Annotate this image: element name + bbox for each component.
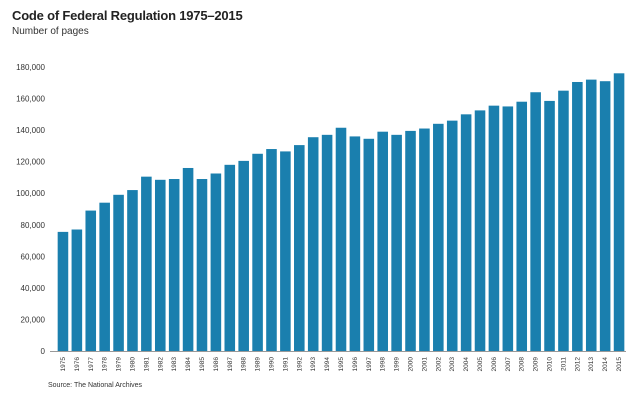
bar <box>99 202 110 351</box>
x-tick-label: 2015 <box>616 357 623 372</box>
x-tick-label: 1984 <box>185 357 192 372</box>
bar <box>196 179 208 351</box>
x-tick-label: 1991 <box>282 357 289 372</box>
x-tick-label: 1997 <box>366 357 373 372</box>
x-tick-label: 2010 <box>547 357 554 372</box>
bar <box>210 173 222 351</box>
x-tick-label: 2014 <box>602 357 609 372</box>
y-tick-label: 160,000 <box>16 95 45 104</box>
bar <box>238 160 249 351</box>
x-tick-label: 2003 <box>449 357 456 372</box>
x-tick-label: 1975 <box>60 357 67 372</box>
x-tick-label: 1986 <box>213 357 220 372</box>
bar <box>405 130 416 351</box>
y-tick-label: 0 <box>41 347 46 356</box>
x-axis: 1975 1976 1977 1978 1979 1980 1981 1982 1983 1984… <box>60 357 623 372</box>
bar <box>321 134 333 351</box>
x-tick-label: 1988 <box>241 357 248 372</box>
bar <box>266 149 277 351</box>
x-tick-label: 1999 <box>394 357 401 372</box>
bar <box>446 120 458 351</box>
bar <box>294 145 305 351</box>
bar <box>280 151 291 351</box>
x-tick-label: 2002 <box>435 357 442 372</box>
x-tick-label: 1980 <box>129 357 136 372</box>
y-tick-label: 80,000 <box>21 221 46 230</box>
bar <box>613 73 625 351</box>
bar <box>85 210 97 351</box>
x-tick-label: 1976 <box>74 357 81 372</box>
chart-subtitle: Number of pages <box>12 26 89 37</box>
y-tick-label: 120,000 <box>16 158 45 167</box>
x-tick-label: 2006 <box>491 357 498 372</box>
bar <box>127 190 138 351</box>
source-note: Source: The National Archives <box>48 382 143 389</box>
bar <box>154 179 166 351</box>
x-tick-label: 1995 <box>338 357 345 372</box>
x-tick-label: 1981 <box>143 357 150 372</box>
bar <box>460 114 472 351</box>
x-tick-label: 2008 <box>519 357 526 372</box>
bar <box>502 106 514 351</box>
bar <box>182 167 194 351</box>
bar <box>349 136 361 351</box>
x-tick-label: 2012 <box>574 357 581 372</box>
x-tick-label: 2007 <box>505 357 512 372</box>
bar <box>419 128 430 351</box>
bar <box>474 110 486 351</box>
x-tick-label: 1998 <box>380 357 387 372</box>
bar <box>530 92 541 352</box>
y-tick-label: 100,000 <box>16 189 45 198</box>
x-tick-label: 1990 <box>268 357 275 372</box>
y-tick-label: 180,000 <box>16 63 45 72</box>
y-tick-label: 140,000 <box>16 126 45 135</box>
y-tick-label: 20,000 <box>21 315 46 324</box>
bar <box>433 123 444 351</box>
bar <box>585 79 597 352</box>
bar <box>252 153 263 351</box>
x-tick-label: 2009 <box>533 357 540 372</box>
bar <box>307 137 319 351</box>
bar <box>599 81 611 351</box>
bar <box>57 231 69 351</box>
x-tick-label: 1987 <box>227 357 234 372</box>
y-axis: 0 20,000 40,000 60,000 80,000 100,000 120,000 1… <box>16 63 626 356</box>
bar <box>488 105 500 351</box>
x-tick-label: 1985 <box>199 357 206 372</box>
x-tick-label: 1979 <box>116 357 123 372</box>
x-tick-label: 2013 <box>588 357 595 372</box>
x-tick-label: 1982 <box>157 357 164 372</box>
bar <box>377 131 388 351</box>
x-tick-label: 1992 <box>296 357 303 372</box>
bar <box>113 194 124 351</box>
x-tick-label: 1977 <box>88 357 95 372</box>
bars <box>57 73 625 352</box>
bar <box>391 134 402 351</box>
bar <box>335 127 347 352</box>
x-tick-label: 1994 <box>324 357 331 372</box>
x-tick-label: 2000 <box>408 357 415 372</box>
bar <box>224 164 236 351</box>
bar <box>516 101 528 352</box>
y-tick-label: 60,000 <box>21 252 46 261</box>
chart-title: Code of Federal Regulation 1975–2015 <box>12 8 243 23</box>
y-tick-label: 40,000 <box>21 284 46 293</box>
x-tick-label: 2005 <box>477 357 484 372</box>
x-tick-label: 2004 <box>463 357 470 372</box>
x-tick-label: 1989 <box>255 357 262 372</box>
x-tick-label: 2011 <box>560 357 567 371</box>
x-tick-label: 1978 <box>102 357 109 372</box>
x-tick-label: 1993 <box>310 357 317 372</box>
bar <box>168 179 180 351</box>
bar <box>572 81 583 352</box>
bar <box>71 229 83 351</box>
bar <box>558 90 569 352</box>
bar <box>363 138 375 351</box>
bar <box>141 176 152 351</box>
x-tick-label: 2001 <box>421 357 428 372</box>
bar <box>544 100 555 351</box>
x-tick-label: 1983 <box>171 357 178 372</box>
x-tick-label: 1996 <box>352 357 359 372</box>
